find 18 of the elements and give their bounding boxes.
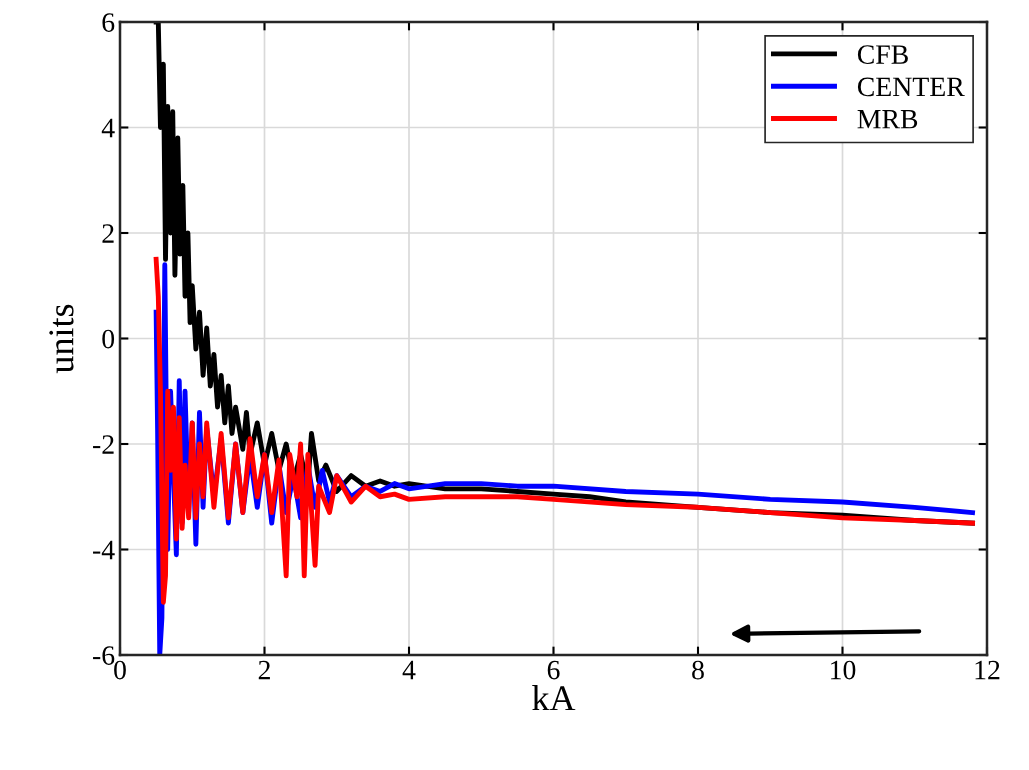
legend-label: CFB <box>857 45 908 64</box>
legend-label: CENTER <box>857 77 965 97</box>
x-tick-label: 4 <box>402 660 416 680</box>
x-tick-label: 10 <box>831 660 856 680</box>
y-tick-label: -6 <box>93 646 115 665</box>
x-tick-label: 12 <box>975 660 1000 680</box>
x-tick-label: 6 <box>547 660 560 680</box>
x-tick-label: 8 <box>692 660 704 680</box>
y-axis-title: units <box>49 304 74 374</box>
y-tick-label: 2 <box>102 224 114 243</box>
y-tick-label: 0 <box>102 329 115 349</box>
x-tick-label: 2 <box>258 660 270 680</box>
y-tick-label: -2 <box>93 435 114 454</box>
legend-label: MRB <box>857 110 918 129</box>
y-tick-label: -4 <box>93 540 115 560</box>
y-tick-label: 6 <box>102 13 115 32</box>
y-tick-label: 4 <box>101 118 115 138</box>
x-axis-title: kA <box>532 685 576 711</box>
